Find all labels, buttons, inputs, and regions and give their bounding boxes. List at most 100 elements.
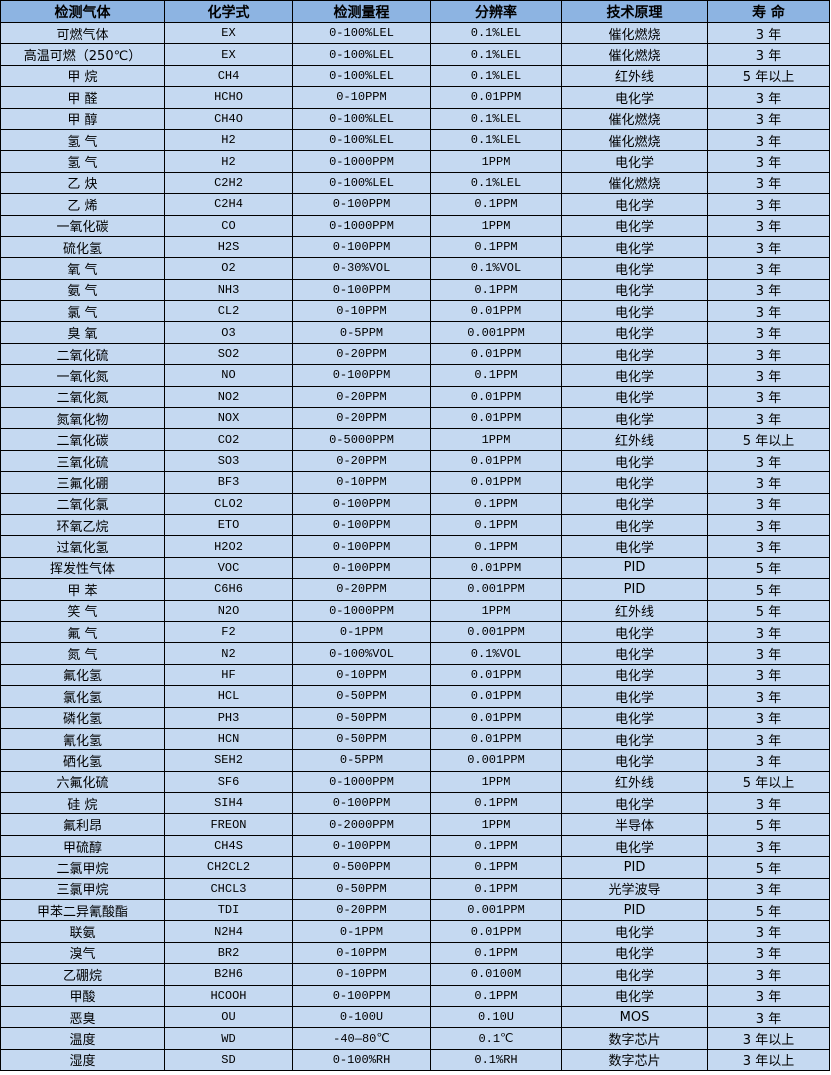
range-cell: 0-100%LEL [292, 171, 431, 195]
range-cell: 0-100PPM [292, 535, 431, 558]
gas-name-cell: 可燃气体 [0, 21, 165, 45]
formula-cell: CLO2 [164, 492, 293, 515]
gas-name-cell: 乙 烯 [0, 193, 165, 216]
gas-name-cell: 氟化氢 [0, 663, 165, 687]
range-cell: 0-20PPM [292, 449, 431, 473]
table-row: 挥发性气体 VOC 0-100PPM 0.01PPM PID 5 年 [0, 556, 830, 580]
resolution-cell: 0.01PPM [430, 407, 562, 430]
resolution-cell: 1PPM [430, 214, 562, 237]
range-cell: 0-100U [292, 1005, 431, 1029]
range-cell: 0-100PPM [292, 364, 431, 387]
formula-cell: PH3 [164, 706, 293, 729]
table-row: 甲 苯 C6H6 0-20PPM 0.001PPM PID 5 年 [0, 578, 830, 601]
lifespan-cell: 3 年 [707, 86, 830, 109]
principle-cell: 红外线 [561, 428, 708, 451]
range-cell: 0-100%VOL [292, 642, 431, 665]
lifespan-cell: 3 年 [707, 877, 830, 901]
formula-cell: CH4S [164, 834, 293, 858]
range-cell: 0-100%RH [292, 1048, 431, 1072]
table-row: 笑 气 N2O 0-1000PPM 1PPM 红外线 5 年 [0, 599, 830, 622]
lifespan-cell: 3 年 [707, 792, 830, 815]
formula-cell: NH3 [164, 278, 293, 302]
principle-cell: 电化学 [561, 342, 708, 366]
principle-cell: MOS [561, 1005, 708, 1029]
table-row: 甲苯二异氰酸酯 TDI 0-20PPM 0.001PPM PID 5 年 [0, 899, 830, 922]
principle-cell: 电化学 [561, 834, 708, 858]
gas-name-cell: 氮氧化物 [0, 407, 165, 430]
table-row: 氟化氢 HF 0-10PPM 0.01PPM 电化学 3 年 [0, 663, 830, 687]
formula-cell: C6H6 [164, 578, 293, 601]
gas-name-cell: 三氟化硼 [0, 471, 165, 494]
lifespan-cell: 3 年以上 [707, 1027, 830, 1050]
range-cell: 0-10PPM [292, 663, 431, 687]
resolution-cell: 1PPM [430, 813, 562, 836]
gas-name-cell: 一氧化碳 [0, 214, 165, 237]
range-cell: 0-50PPM [292, 685, 431, 708]
lifespan-cell: 3 年 [707, 920, 830, 943]
table-row: 高温可燃（250℃） EX 0-100%LEL 0.1%LEL 催化燃烧 3 年 [0, 43, 830, 66]
range-cell: 0-100%LEL [292, 64, 431, 88]
table-row: 二氧化硫 SO2 0-20PPM 0.01PPM 电化学 3 年 [0, 342, 830, 366]
lifespan-cell: 3 年 [707, 278, 830, 302]
principle-cell: 电化学 [561, 86, 708, 109]
range-cell: 0-10PPM [292, 471, 431, 494]
lifespan-cell: 3 年 [707, 749, 830, 772]
resolution-cell: 0.01PPM [430, 663, 562, 687]
principle-cell: 电化学 [561, 920, 708, 943]
formula-cell: F2 [164, 620, 293, 644]
range-cell: 0-100PPM [292, 235, 431, 259]
range-cell: 0-100PPM [292, 278, 431, 302]
resolution-cell: 0.1PPM [430, 364, 562, 387]
table-row: 氟 气 F2 0-1PPM 0.001PPM 电化学 3 年 [0, 620, 830, 644]
table-row: 硅 烷 SIH4 0-100PPM 0.1PPM 电化学 3 年 [0, 792, 830, 815]
table-row: 过氧化氢 H2O2 0-100PPM 0.1PPM 电化学 3 年 [0, 535, 830, 558]
range-cell: 0-100PPM [292, 834, 431, 858]
lifespan-cell: 3 年 [707, 471, 830, 494]
principle-cell: PID [561, 578, 708, 601]
range-cell: 0-10PPM [292, 86, 431, 109]
resolution-cell: 0.01PPM [430, 706, 562, 729]
resolution-cell: 0.1PPM [430, 513, 562, 537]
range-cell: 0-10PPM [292, 963, 431, 986]
principle-cell: 电化学 [561, 513, 708, 537]
principle-cell: 电化学 [561, 685, 708, 708]
formula-cell: CH4O [164, 107, 293, 130]
formula-cell: NO2 [164, 385, 293, 409]
formula-cell: N2O [164, 599, 293, 622]
principle-cell: 电化学 [561, 385, 708, 409]
lifespan-cell: 3 年 [707, 1005, 830, 1029]
resolution-cell: 0.1PPM [430, 834, 562, 858]
range-cell: 0-1000PPM [292, 214, 431, 237]
lifespan-cell: 3 年 [707, 21, 830, 45]
range-cell: 0-100%LEL [292, 107, 431, 130]
principle-cell: 催化燃烧 [561, 128, 708, 152]
range-cell: 0-100%LEL [292, 21, 431, 45]
table-row: 乙 烯 C2H4 0-100PPM 0.1PPM 电化学 3 年 [0, 193, 830, 216]
formula-cell: C2H4 [164, 193, 293, 216]
range-cell: 0-50PPM [292, 877, 431, 901]
table-row: 乙 炔 C2H2 0-100%LEL 0.1%LEL 催化燃烧 3 年 [0, 171, 830, 195]
table-row: 氨 气 NH3 0-100PPM 0.1PPM 电化学 3 年 [0, 278, 830, 302]
table-row: 甲 醛 HCHO 0-10PPM 0.01PPM 电化学 3 年 [0, 86, 830, 109]
resolution-cell: 1PPM [430, 770, 562, 794]
lifespan-cell: 3 年 [707, 342, 830, 366]
lifespan-cell: 5 年 [707, 556, 830, 580]
table-row: 甲酸 HCOOH 0-100PPM 0.1PPM 电化学 3 年 [0, 984, 830, 1007]
principle-cell: PID [561, 556, 708, 580]
range-cell: 0-100%LEL [292, 128, 431, 152]
lifespan-cell: 5 年以上 [707, 64, 830, 88]
principle-cell: 红外线 [561, 599, 708, 622]
range-cell: 0-20PPM [292, 342, 431, 366]
gas-name-cell: 乙 炔 [0, 171, 165, 195]
principle-cell: 电化学 [561, 150, 708, 173]
range-cell: 0-500PPM [292, 856, 431, 879]
formula-cell: VOC [164, 556, 293, 580]
resolution-cell: 0.01PPM [430, 556, 562, 580]
principle-cell: 电化学 [561, 300, 708, 323]
gas-name-cell: 氯化氢 [0, 685, 165, 708]
gas-name-cell: 甲硫醇 [0, 834, 165, 858]
formula-cell: SF6 [164, 770, 293, 794]
resolution-cell: 0.001PPM [430, 749, 562, 772]
lifespan-cell: 3 年 [707, 235, 830, 259]
gas-name-cell: 硅 烷 [0, 792, 165, 815]
